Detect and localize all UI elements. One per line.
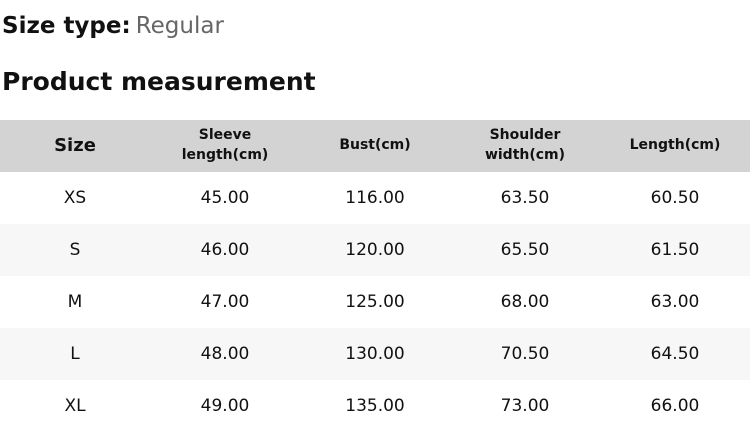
column-header-bust: Bust(cm)	[339, 136, 411, 153]
cell-bust: 130.00	[345, 343, 405, 364]
measurement-table: Size Sleeve length(cm) Bust(cm) Shoulder…	[0, 119, 750, 432]
cell-sleeve-length: 47.00	[200, 291, 250, 312]
cell-sleeve-length: 46.00	[200, 239, 250, 260]
page-header: Size type: Regular Product measurement	[0, 0, 750, 97]
cell-shoulder-width: 73.00	[500, 395, 550, 416]
cell-size: M	[67, 291, 83, 312]
cell-bust: 125.00	[345, 291, 405, 312]
column-header-size: Size	[54, 135, 96, 156]
cell-shoulder-width: 70.50	[500, 343, 550, 364]
cell-sleeve-length: 48.00	[200, 343, 250, 364]
cell-shoulder-width: 68.00	[500, 291, 550, 312]
cell-length: 60.50	[650, 187, 700, 208]
size-type-line: Size type: Regular	[2, 13, 748, 41]
table-row: S 46.00 120.00 65.50 61.50	[0, 223, 750, 276]
cell-bust: 135.00	[345, 395, 405, 416]
cell-sleeve-length: 49.00	[200, 395, 250, 416]
cell-sleeve-length: 45.00	[200, 187, 250, 208]
size-type-label: Size type:	[2, 13, 131, 39]
cell-size: L	[70, 343, 80, 364]
cell-bust: 116.00	[345, 187, 405, 208]
table-row: XS 45.00 116.00 63.50 60.50	[0, 171, 750, 224]
cell-length: 63.00	[650, 291, 700, 312]
cell-size: S	[69, 239, 81, 260]
cell-shoulder-width: 63.50	[500, 187, 550, 208]
table-header-row: Size Sleeve length(cm) Bust(cm) Shoulder…	[0, 119, 750, 172]
column-header-shoulder-width: Shoulder width(cm)	[484, 127, 566, 163]
cell-length: 64.50	[650, 343, 700, 364]
table-row: M 47.00 125.00 68.00 63.00	[0, 275, 750, 328]
cell-length: 66.00	[650, 395, 700, 416]
cell-size: XS	[63, 187, 87, 208]
cell-length: 61.50	[650, 239, 700, 260]
section-title: Product measurement	[2, 66, 316, 96]
column-header-length: Length(cm)	[629, 136, 721, 153]
size-type-value: Regular	[135, 13, 224, 39]
table-row: XL 49.00 135.00 73.00 66.00	[0, 379, 750, 432]
cell-bust: 120.00	[345, 239, 405, 260]
table-row: L 48.00 130.00 70.50 64.50	[0, 327, 750, 380]
cell-size: XL	[64, 395, 86, 416]
column-header-sleeve-length: Sleeve length(cm)	[181, 127, 269, 163]
cell-shoulder-width: 65.50	[500, 239, 550, 260]
